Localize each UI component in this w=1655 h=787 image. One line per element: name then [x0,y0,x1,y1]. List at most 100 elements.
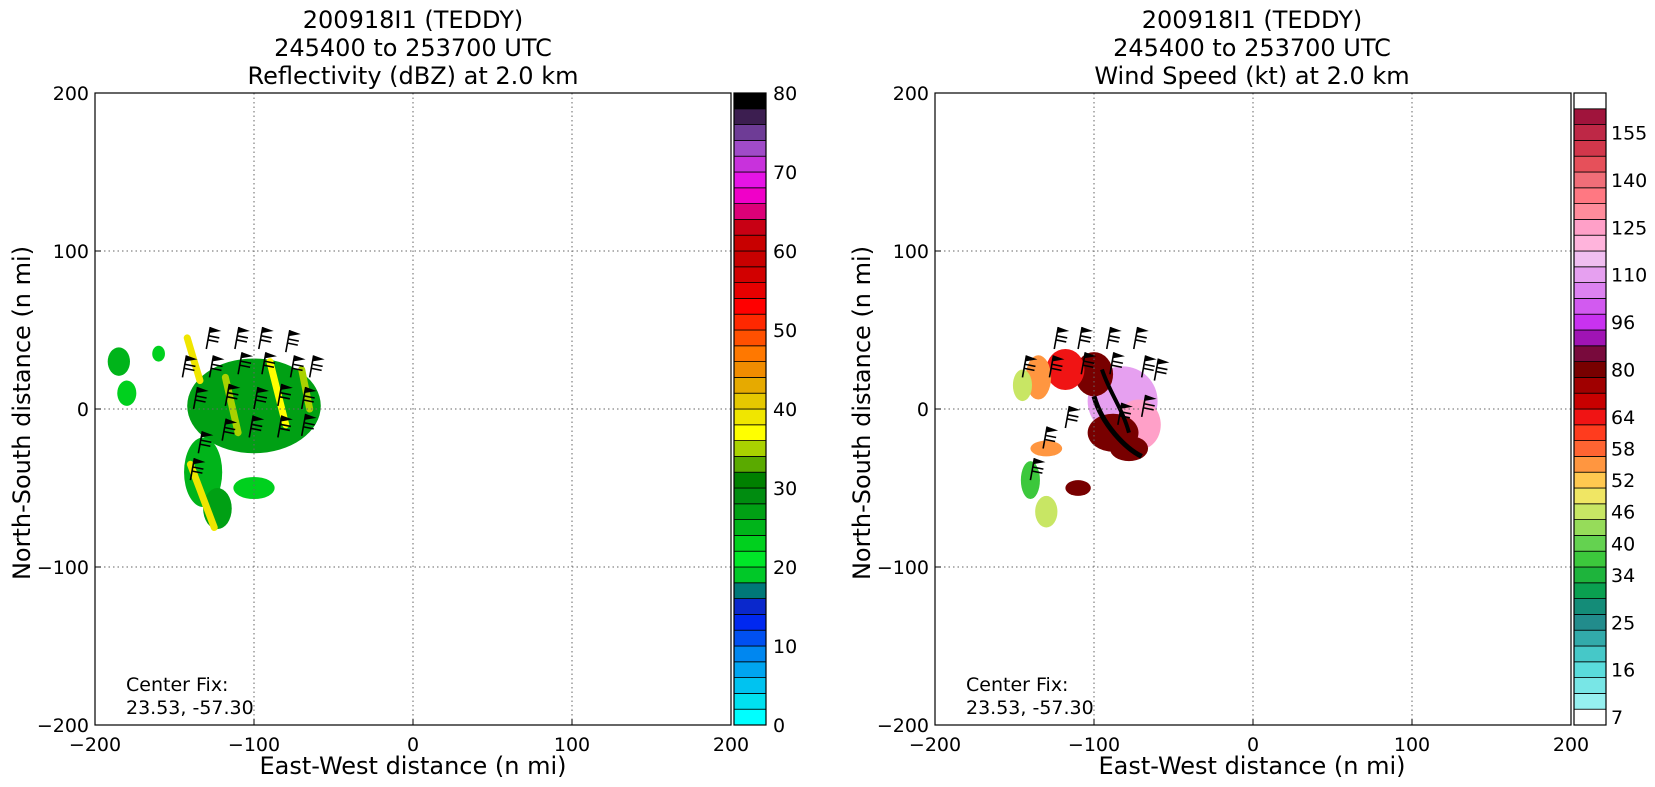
colorbar-tick-label: 30 [773,478,797,500]
colorbar-bin [733,250,767,268]
barb-feather [280,392,292,396]
barb-pennant [1052,355,1065,362]
colorbar-bin [1573,677,1607,694]
barb-feather [1144,363,1155,368]
colorbar-bin [1573,629,1607,647]
barb-feather [261,335,272,339]
barb-staff [1064,405,1071,429]
colorbar-bin [1573,614,1607,631]
barb-staff [1132,326,1139,350]
colorbar-bin [1573,139,1607,157]
barb-staff [300,386,307,410]
barb-feather [1119,415,1131,419]
wind-speed-region [1065,480,1091,496]
barb-pennant [1112,352,1125,359]
barb-feather [260,339,271,343]
colorbar-bin [1573,250,1607,268]
wind-barb [208,355,225,378]
barb-staff [253,386,259,410]
wind-speed-region [1035,495,1058,528]
colorbar-bin [1573,566,1607,584]
colorbar-bin [733,708,767,726]
wind-barb [189,457,206,481]
barb-feather [227,396,238,400]
colorbar-bin [1573,361,1607,378]
colorbar-bin [733,645,767,663]
colorbar-tick-label: 10 [773,636,797,658]
barb-feather [1052,363,1063,368]
colorbar-tick-label: 96 [1611,312,1635,334]
barb-staff [197,431,204,454]
colorbar-bin [733,187,767,205]
barb-feather [1025,363,1036,368]
barb-feather [303,399,314,403]
x-axis-label: East-West distance (n mi) [259,752,566,780]
barb-feather [279,396,291,400]
barb-feather [1135,339,1146,343]
wind-contour [1091,395,1143,459]
wind-barb [257,326,274,350]
colorbar-bin [1573,234,1607,252]
barb-pennant [1025,355,1038,362]
colorbar-bin [733,661,767,678]
wind-barb [234,326,250,350]
barb-staff [277,415,283,438]
colorbar-tick-label: 70 [773,162,797,184]
colorbar-bin [1573,108,1607,126]
barb-feather [212,363,223,368]
barb-feather [195,399,206,403]
colorbar-bin [1573,124,1607,141]
colorbar-bin [733,108,767,126]
colorbar-bin [733,92,767,110]
barb-staff [1053,326,1060,350]
barb-feather [192,470,203,474]
colorbar-bin [733,408,767,426]
barb-staff [224,383,231,406]
barb-staff [1109,352,1115,375]
colorbar-bin [1573,582,1607,599]
colorbar-tick-label: 110 [1611,265,1647,287]
colorbar-bin [733,139,767,157]
barb-pennant [1084,352,1097,359]
reflectivity-panel: 200918I1 (TEDDY) 245400 to 253700 UTC Re… [8,6,797,780]
barb-staff [1029,457,1036,481]
y-tick-label: 200 [893,83,929,105]
wind-barb [221,418,238,441]
x-tick-label: −200 [69,734,121,756]
reflectivity-streak [186,460,218,531]
colorbar-tick-label: 50 [773,320,797,342]
barb-feather [251,427,262,432]
colorbar-bin [1573,203,1607,220]
colorbar-bin [733,345,767,362]
colorbar-bin [733,566,767,584]
barb-pennant [293,355,306,362]
barb-pennant [237,326,250,333]
barb-feather [1044,438,1056,443]
barb-pennant [1081,326,1094,333]
colorbar-bin [1573,519,1607,536]
y-tick-label: 200 [53,83,89,105]
panel-title-line-1: 200918I1 (TEDDY) [303,6,523,34]
barb-staff [1021,355,1028,378]
colorbar-bin [733,677,767,694]
wind-barb [1132,326,1149,350]
barb-pennant [185,355,198,362]
wind-speed-plot-area: −200 −100 0 100 200 −200 −100 0 100 200 [877,83,1589,756]
barb-pennant [193,458,206,465]
colorbar-bin [733,282,767,299]
colorbar-tick-label: 40 [773,399,797,421]
panel-title-line-3: Reflectivity (dBZ) at 2.0 km [248,62,579,90]
reflectivity-echo [117,380,137,406]
colorbar-bin [733,392,767,410]
barb-feather [236,339,248,343]
colorbar-bin [733,629,767,647]
colorbar-bin [1573,266,1607,283]
wind-speed-region [1030,440,1063,457]
wind-barb [1029,457,1046,481]
barb-feather [256,395,268,399]
colorbar-bin [733,598,767,615]
barb-pennant [1120,402,1133,409]
wind-barb [1053,326,1070,350]
wind-barb [300,386,317,410]
barb-pennant [1068,405,1081,412]
